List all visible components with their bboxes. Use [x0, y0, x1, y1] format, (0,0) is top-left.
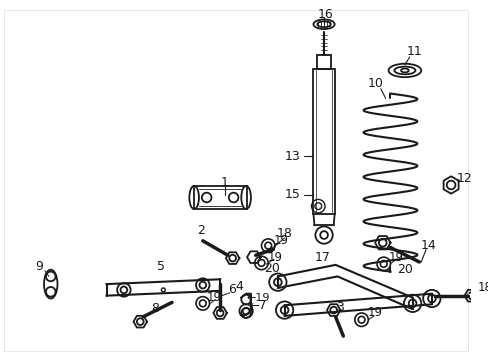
Text: 15: 15	[284, 188, 300, 201]
Text: 18: 18	[476, 282, 488, 294]
Text: 1: 1	[221, 176, 228, 189]
Text: 9: 9	[35, 260, 43, 273]
Bar	[313, 68, 334, 214]
Text: 14: 14	[420, 239, 436, 252]
Text: 12: 12	[456, 172, 471, 185]
Text: 19: 19	[388, 251, 403, 264]
Text: 17: 17	[315, 251, 330, 264]
Text: 8: 8	[150, 302, 158, 315]
Text: 6: 6	[227, 283, 235, 296]
Text: 19: 19	[273, 234, 287, 247]
Text: 18: 18	[276, 226, 292, 240]
Text: 2: 2	[197, 224, 204, 237]
Text: ←7: ←7	[249, 299, 267, 312]
Bar	[317, 55, 330, 68]
Text: 19: 19	[367, 306, 382, 319]
Text: 19: 19	[206, 291, 222, 304]
Text: 4: 4	[235, 279, 243, 293]
Bar	[194, 186, 246, 209]
Text: 11: 11	[406, 45, 422, 58]
Text: ←19: ←19	[246, 293, 270, 303]
Text: 19: 19	[267, 251, 282, 264]
Text: 5: 5	[157, 260, 165, 273]
Text: 3: 3	[336, 301, 344, 314]
Text: 20: 20	[396, 263, 412, 276]
Text: 13: 13	[284, 150, 300, 163]
Text: 10: 10	[367, 77, 383, 90]
Text: 20: 20	[264, 262, 280, 275]
Text: 16: 16	[318, 8, 333, 21]
